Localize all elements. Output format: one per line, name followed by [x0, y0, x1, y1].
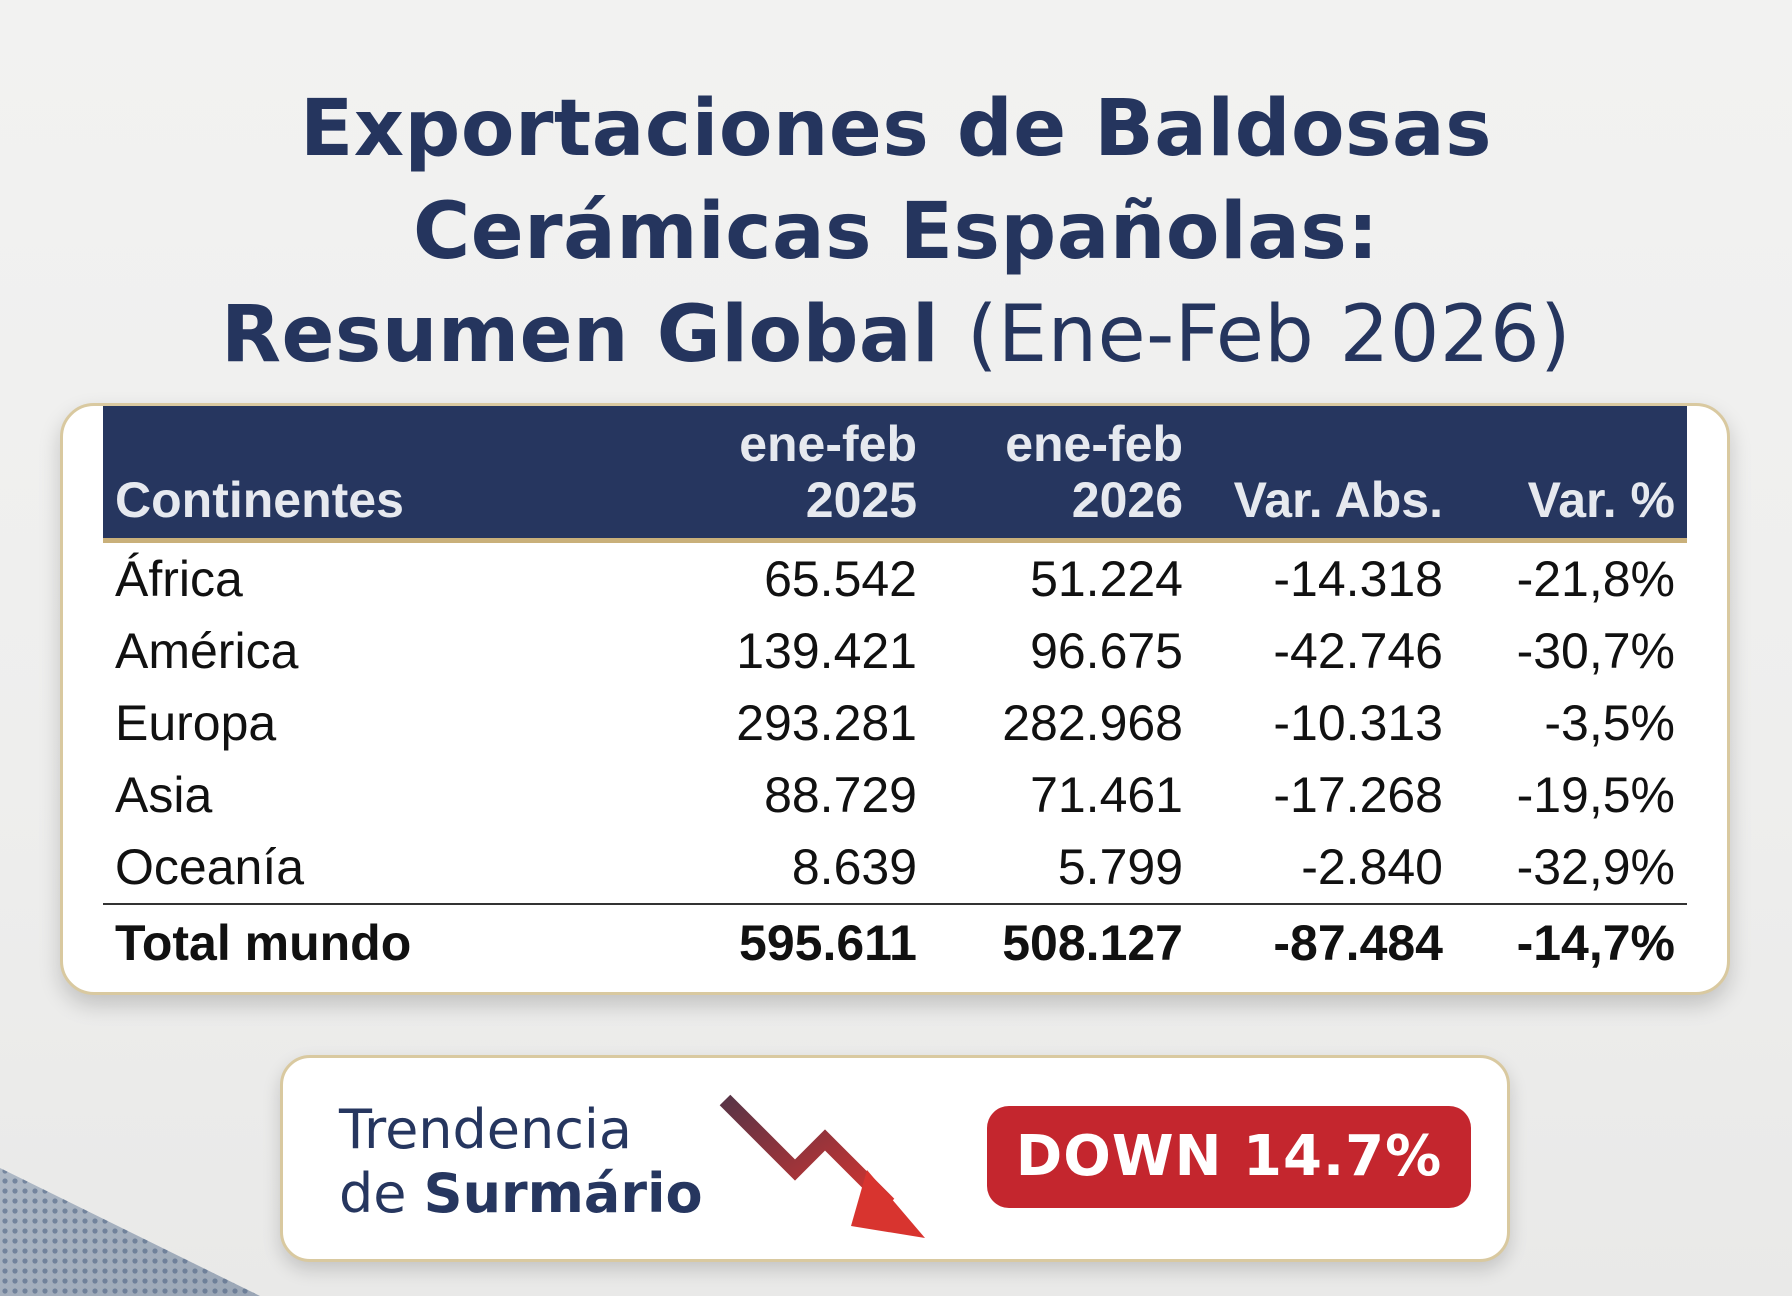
title-line-2: Cerámicas Españolas: — [413, 187, 1379, 277]
header-2025: ene-feb 2025 — [663, 406, 929, 543]
header-line-1: ene-feb — [739, 416, 917, 472]
cell-continent: Asia — [115, 767, 213, 823]
trend-down-arrow-icon — [719, 1094, 925, 1238]
corner-decoration — [0, 1168, 260, 1296]
cell-var-abs: -2.840 — [1301, 839, 1443, 895]
header-line-2: Var. % — [1527, 472, 1675, 528]
cell-2026: 96.675 — [1030, 623, 1183, 679]
header-line-2: Continentes — [115, 472, 404, 528]
cell-2026: 71.461 — [1030, 767, 1183, 823]
page-title: Exportaciones de Baldosas Cerámicas Espa… — [0, 78, 1792, 387]
header-line-2: 2026 — [1071, 472, 1183, 528]
title-line-3: Resumen Global (Ene-Feb 2026) — [0, 284, 1792, 387]
cell-2025: 65.542 — [764, 551, 917, 607]
header-line-2: Var. Abs. — [1233, 472, 1443, 528]
table-row: Asia 88.729 71.461 -17.268 -19,5% — [103, 759, 1687, 831]
summary-card: Trendencia de Surmário DOWN 14.7% — [280, 1055, 1510, 1262]
cell-var-abs: -14.318 — [1273, 551, 1443, 607]
cell-2026: 282.968 — [1002, 695, 1183, 751]
cell-var-pct: -30,7% — [1516, 623, 1675, 679]
table-header-row: Continentes ene-feb 2025 ene-feb 2026 Va… — [103, 406, 1687, 543]
exports-table-card: Continentes ene-feb 2025 ene-feb 2026 Va… — [60, 403, 1730, 995]
cell-2026: 5.799 — [1057, 839, 1183, 895]
exports-table: Continentes ene-feb 2025 ene-feb 2026 Va… — [103, 406, 1687, 981]
cell-var-pct: -3,5% — [1544, 695, 1675, 751]
cell-var-abs: -17.268 — [1273, 767, 1443, 823]
header-line-1: ene-feb — [1005, 416, 1183, 472]
header-2026: ene-feb 2026 — [929, 406, 1195, 543]
title-line-3-bold: Resumen Global — [220, 290, 940, 380]
cell-var-pct: -32,9% — [1516, 839, 1675, 895]
header-var-abs: Var. Abs. — [1195, 406, 1455, 543]
summary-label: Trendencia de Surmário — [339, 1098, 703, 1226]
table-row: Oceanía 8.639 5.799 -2.840 -32,9% — [103, 831, 1687, 904]
table-row: Europa 293.281 282.968 -10.313 -3,5% — [103, 687, 1687, 759]
cell-total-2026: 508.127 — [929, 903, 1195, 981]
cell-2025: 139.421 — [736, 623, 917, 679]
table-row: África 65.542 51.224 -14.318 -21,8% — [103, 541, 1687, 616]
header-line-2: 2025 — [805, 472, 917, 528]
table-total-row: Total mundo 595.611 508.127 -87.484 -14,… — [103, 903, 1687, 981]
title-line-1: Exportaciones de Baldosas — [299, 84, 1493, 174]
cell-2025: 88.729 — [764, 767, 917, 823]
cell-total-var-abs: -87.484 — [1195, 903, 1455, 981]
summary-label-line-2: de Surmário — [339, 1162, 703, 1226]
cell-2025: 293.281 — [736, 695, 917, 751]
header-continentes: Continentes — [103, 406, 663, 543]
cell-total-2025: 595.611 — [663, 903, 929, 981]
summary-label-prefix: de — [339, 1162, 424, 1225]
cell-continent: Europa — [115, 695, 277, 751]
cell-2025: 8.639 — [791, 839, 917, 895]
summary-label-bold: Surmário — [423, 1162, 703, 1225]
header-var-pct: Var. % — [1455, 406, 1687, 543]
table-row: América 139.421 96.675 -42.746 -30,7% — [103, 615, 1687, 687]
cell-var-pct: -19,5% — [1516, 767, 1675, 823]
cell-continent: África — [115, 551, 243, 607]
cell-var-pct: -21,8% — [1516, 551, 1675, 607]
cell-continent: Oceanía — [115, 839, 305, 895]
cell-total-label: Total mundo — [103, 903, 663, 981]
cell-total-var-pct: -14,7% — [1455, 903, 1687, 981]
down-badge: DOWN 14.7% — [987, 1106, 1471, 1208]
cell-var-abs: -10.313 — [1273, 695, 1443, 751]
cell-2026: 51.224 — [1030, 551, 1183, 607]
title-period: (Ene-Feb 2026) — [966, 290, 1572, 380]
summary-label-line-1: Trendencia — [339, 1098, 633, 1161]
cell-continent: América — [115, 623, 299, 679]
cell-var-abs: -42.746 — [1273, 623, 1443, 679]
